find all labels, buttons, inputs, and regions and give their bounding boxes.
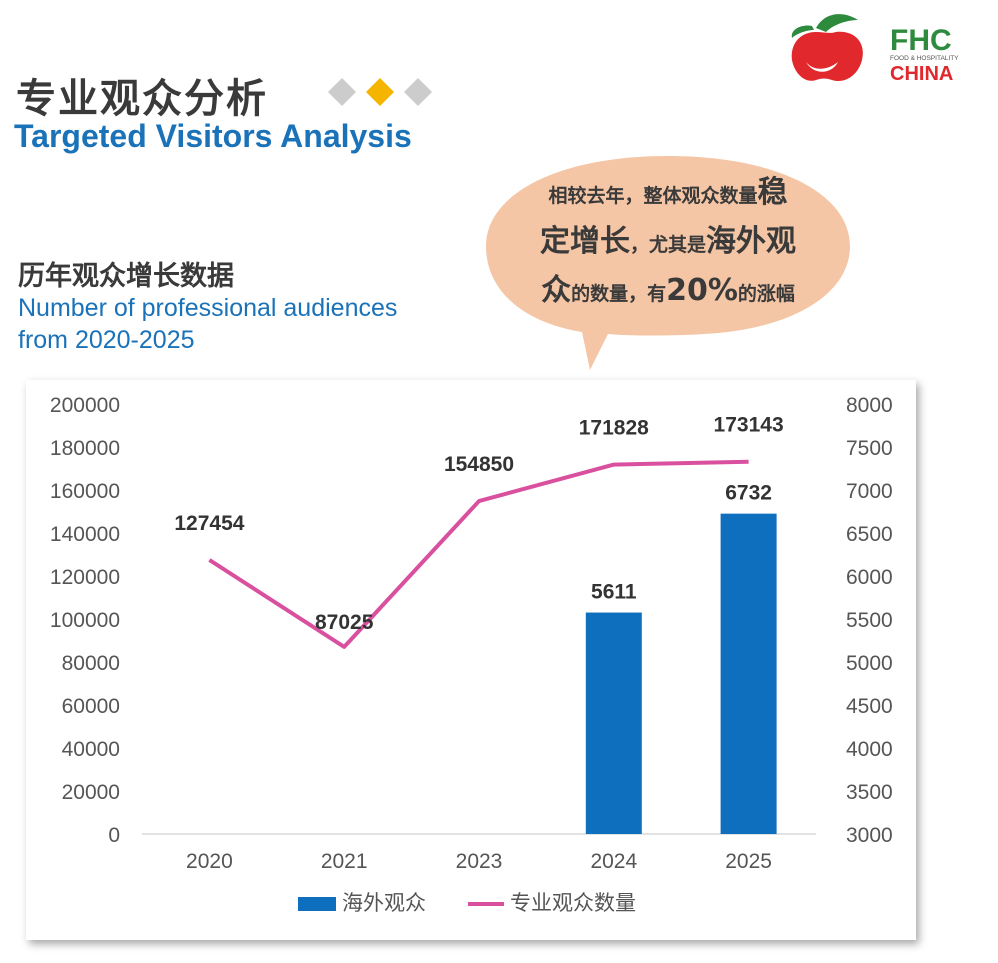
logo-sub-text: CHINA — [890, 63, 953, 85]
line-data-label: 127454 — [174, 512, 244, 535]
y-left-tick-label: 60000 — [62, 695, 120, 718]
y-right-tick-label: 7500 — [846, 437, 893, 460]
x-tick-label: 2021 — [321, 850, 368, 873]
y-left-tick-label: 40000 — [62, 738, 120, 761]
bubble-line-3-percent: 20% — [666, 273, 738, 308]
fhc-logo: FHC FOOD & HOSPITALITY CHINA — [791, 14, 959, 85]
line-data-label: 87025 — [315, 611, 374, 634]
bubble-text: 相较去年，整体观众数量稳 定增长，尤其是海外观 众的数量，有20%的涨幅 — [496, 170, 840, 317]
combo-chart: 0 20000 40000 60000 80000 100000 120000 140000 1… — [50, 394, 893, 915]
speech-bubble — [486, 156, 850, 370]
page-title-en: Targeted Visitors Analysis — [14, 118, 412, 154]
y-right-tick-label: 3000 — [846, 824, 893, 847]
y-left-tick-label: 140000 — [50, 523, 120, 546]
y-left-tick-label: 120000 — [50, 566, 120, 589]
y-right-tick-label: 4000 — [846, 738, 893, 761]
bubble-line-2: 定增长，尤其是海外观 — [496, 219, 840, 268]
line-data-label: 173143 — [714, 414, 784, 437]
legend-swatch-bar — [298, 897, 336, 911]
line-professional — [208, 459, 749, 649]
bar-overseas — [585, 612, 642, 834]
y-left-tick-label: 200000 — [50, 394, 120, 417]
bubble-line-2-emphasis-2: 海外观 — [706, 224, 796, 259]
line-data-label: 154850 — [444, 453, 514, 476]
x-tick-label: 2024 — [590, 850, 637, 873]
y-left-tick-label: 100000 — [50, 609, 120, 632]
bar-overseas — [720, 513, 777, 834]
bubble-line-1-text: 相较去年，整体观众数量 — [548, 185, 758, 207]
y-left-tick-label: 180000 — [50, 437, 120, 460]
x-tick-label: 2020 — [186, 850, 233, 873]
y-right-tick-label: 5500 — [846, 609, 893, 632]
bubble-line-3: 众的数量，有20%的涨幅 — [496, 268, 840, 317]
y-right-tick-label: 4500 — [846, 695, 893, 718]
legend-label-bar: 海外观众 — [342, 892, 426, 915]
line-data-label: 171828 — [579, 417, 649, 440]
y-right-tick-label: 6000 — [846, 566, 893, 589]
logo-small-text: FOOD & HOSPITALITY — [890, 55, 959, 62]
bar-data-label: 6732 — [725, 482, 772, 505]
y-right-tick-label: 6500 — [846, 523, 893, 546]
section-title-cn: 历年观众增长数据 — [18, 261, 234, 292]
y-left-tick-label: 0 — [108, 824, 120, 847]
y-right-tick-label: 8000 — [846, 394, 893, 417]
diamond-decoration-icon — [328, 78, 432, 106]
legend-label-line: 专业观众数量 — [510, 892, 636, 915]
x-tick-label: 2025 — [725, 850, 772, 873]
bubble-line-3-text-2: 的涨幅 — [737, 283, 795, 305]
y-left-tick-label: 160000 — [50, 480, 120, 503]
y-right-tick-label: 5000 — [846, 652, 893, 675]
y-right-tick-label: 7000 — [846, 480, 893, 503]
chart-panel: 0 20000 40000 60000 80000 100000 120000 140000 1… — [26, 380, 916, 940]
bubble-line-2-text: ，尤其是 — [629, 234, 706, 256]
page-title-cn: 专业观众分析 — [16, 76, 268, 122]
bubble-line-2-emphasis: 定增长 — [539, 224, 630, 259]
y-right-tick-label: 3500 — [846, 781, 893, 804]
bar-data-label: 5611 — [591, 581, 637, 604]
section-title-en: Number of professional audiences from 20… — [18, 294, 398, 354]
bubble-line-1: 相较去年，整体观众数量稳 — [496, 170, 840, 219]
bubble-line-3-emphasis: 众 — [541, 273, 572, 308]
logo-text: FHC — [890, 24, 952, 57]
y-left-tick-label: 20000 — [62, 781, 120, 804]
y-left-tick-label: 80000 — [62, 652, 120, 675]
bubble-line-1-emphasis: 稳 — [757, 175, 788, 210]
x-tick-label: 2023 — [456, 850, 503, 873]
bubble-line-3-text: 的数量，有 — [571, 283, 667, 305]
